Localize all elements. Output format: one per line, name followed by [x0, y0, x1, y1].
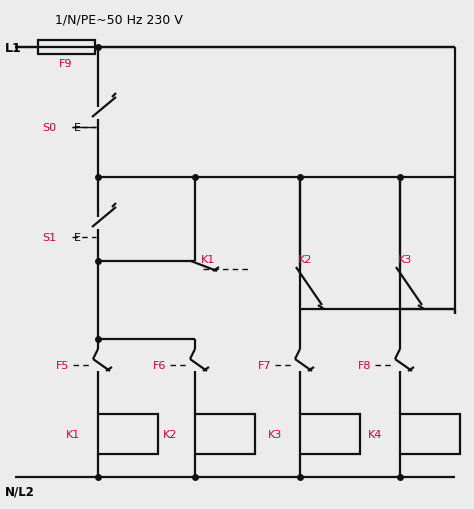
Bar	[400, 414, 460, 454]
Text: K2: K2	[163, 429, 177, 439]
Text: K4: K4	[368, 429, 382, 439]
Text: E: E	[74, 123, 81, 133]
Bar	[38, 41, 95, 55]
Text: 1/N/PE~50 Hz 230 V: 1/N/PE~50 Hz 230 V	[55, 13, 183, 26]
Text: F7: F7	[258, 360, 272, 370]
Text: K3: K3	[398, 254, 412, 265]
Text: F9: F9	[59, 59, 73, 69]
Text: K3: K3	[268, 429, 282, 439]
Text: K2: K2	[298, 254, 312, 265]
Text: E: E	[74, 233, 81, 242]
Bar	[98, 414, 158, 454]
Text: S0: S0	[42, 123, 56, 133]
Bar	[195, 414, 255, 454]
Text: F8: F8	[358, 360, 372, 370]
Text: F6: F6	[153, 360, 166, 370]
Text: L1: L1	[5, 41, 22, 54]
Text: K1: K1	[66, 429, 80, 439]
Text: K1: K1	[201, 254, 215, 265]
Text: F5: F5	[56, 360, 69, 370]
Text: N/L2: N/L2	[5, 485, 35, 497]
Bar	[300, 414, 360, 454]
Text: S1: S1	[42, 233, 56, 242]
